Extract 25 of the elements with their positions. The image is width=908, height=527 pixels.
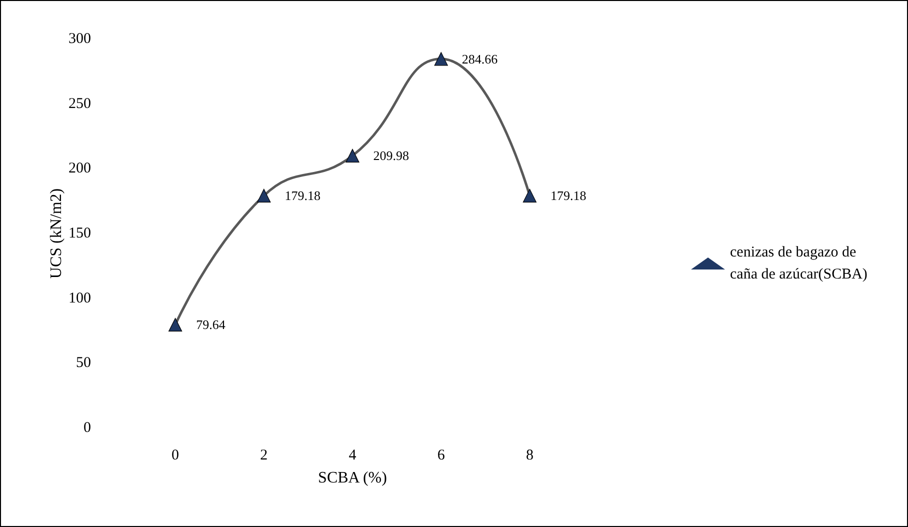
x-tick-label: 0 <box>172 448 180 464</box>
data-label: 179.18 <box>550 188 586 204</box>
data-label: 209.98 <box>373 148 410 164</box>
y-axis-title: UCS (kN/m2) <box>48 188 66 279</box>
x-tick-label: 8 <box>526 448 534 464</box>
point <box>434 52 448 66</box>
x-axis-title: SCBA (%) <box>318 470 387 486</box>
point <box>522 188 536 202</box>
point <box>257 188 271 202</box>
data-label: 79.64 <box>196 317 226 332</box>
point <box>346 148 360 163</box>
y-tick-label: 50 <box>76 355 91 372</box>
data-label: 284.66 <box>462 51 498 66</box>
y-tick-label: 150 <box>68 226 91 242</box>
y-tick-label: 300 <box>68 31 91 47</box>
x-tick-label: 4 <box>348 448 357 464</box>
legend-label: cenizas de bagazo de caña de azúcar(SCBA) <box>730 244 868 282</box>
point <box>168 318 182 332</box>
y-tick-label: 100 <box>68 290 91 306</box>
x-tick-label: 6 <box>437 448 446 464</box>
y-tick-label: 0 <box>84 420 91 436</box>
x-tick-label: 2 <box>260 448 268 464</box>
data-label: 179.18 <box>284 188 320 204</box>
y-tick-label: 200 <box>68 160 91 177</box>
y-tick-label: 250 <box>68 96 91 112</box>
